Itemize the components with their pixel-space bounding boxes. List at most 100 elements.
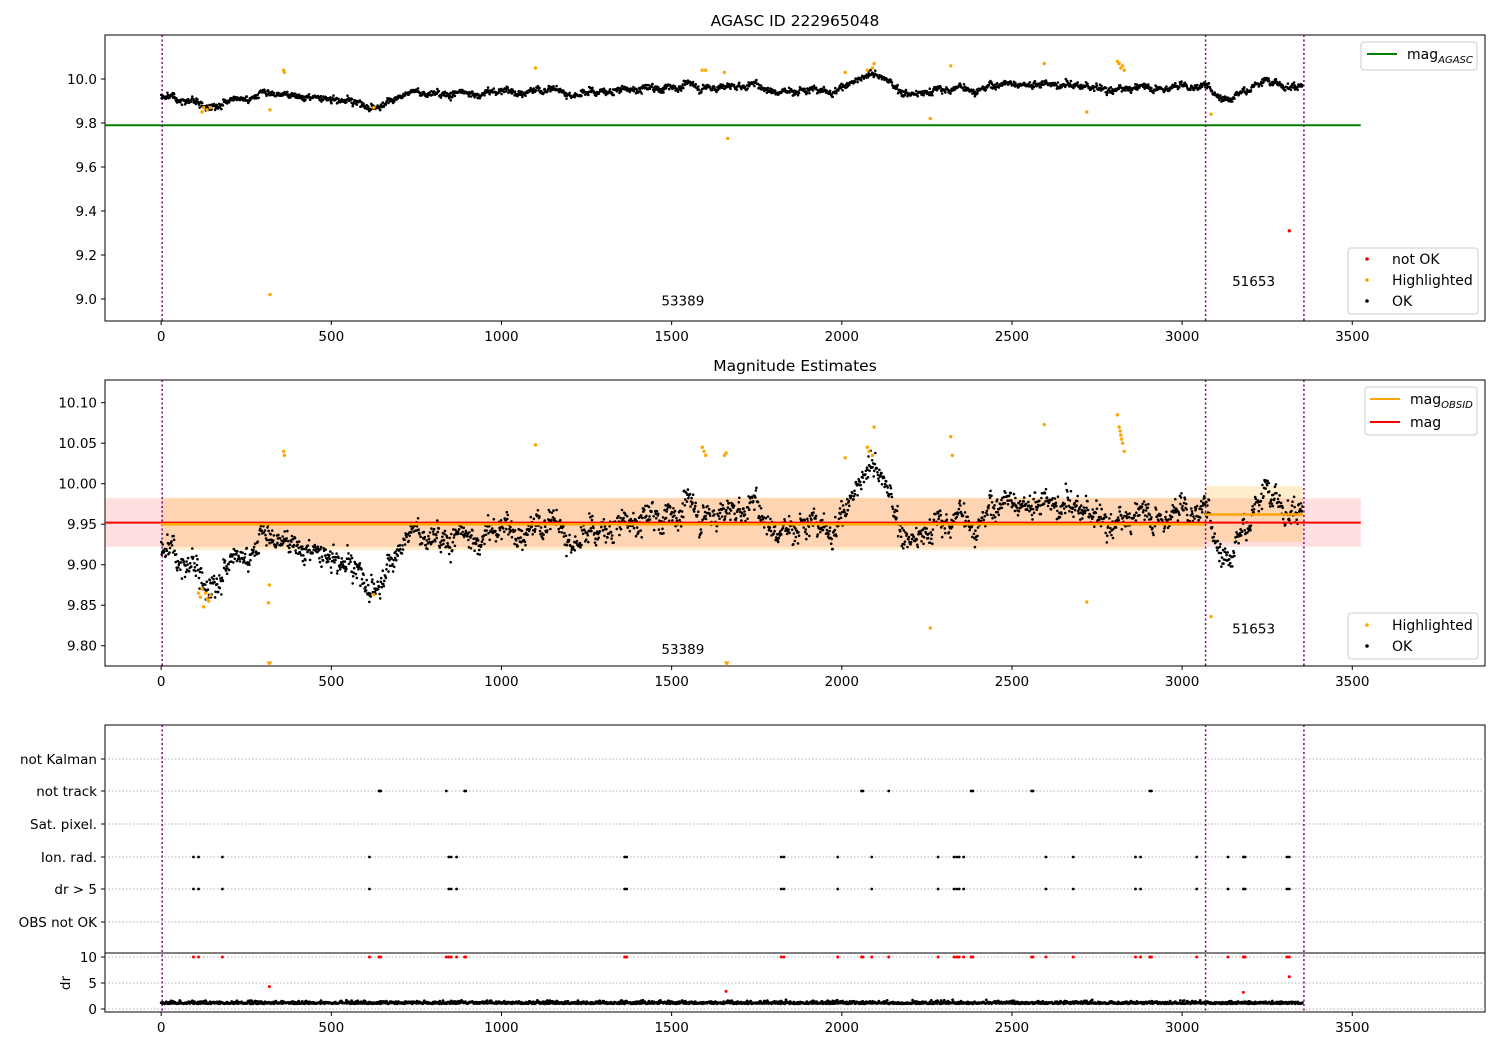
- p2-ok-point: [166, 533, 169, 536]
- p2-ok-point: [792, 543, 795, 546]
- p1-ok-point: [521, 95, 524, 99]
- p2-ok-point: [1240, 530, 1244, 533]
- p2-ok-point: [696, 514, 699, 517]
- flag-point: [1071, 855, 1075, 859]
- p2-ok-point: [605, 528, 608, 531]
- p2-ok-point: [733, 512, 736, 515]
- p1-ok-point: [1086, 82, 1089, 86]
- p1-ok-point: [302, 95, 306, 98]
- flag-point: [192, 887, 195, 891]
- p1-ok-point: [759, 84, 763, 87]
- p2-ok-point: [1233, 554, 1236, 558]
- p2-ok-point: [179, 561, 183, 564]
- p1-ok-point: [1180, 80, 1183, 83]
- obsid-label: 53389: [661, 642, 704, 658]
- p2-ok-point: [439, 550, 443, 554]
- p2-ok-point: [781, 526, 785, 530]
- p2-ok-point: [349, 554, 353, 557]
- p2-ok-point: [427, 537, 431, 541]
- p2-ok-point: [442, 542, 445, 546]
- p1-ok-point: [1267, 79, 1271, 83]
- p2-ok-point: [462, 535, 466, 539]
- p1-ok-point: [834, 86, 837, 90]
- p2-ok-point: [838, 507, 842, 510]
- p2-highlighted-point: [1120, 441, 1125, 445]
- p2-highlighted-point: [1119, 433, 1123, 437]
- p1-ok-point: [227, 101, 231, 104]
- p2-ok-point: [835, 534, 838, 538]
- p2-ok-point: [903, 543, 906, 546]
- p2-ok-point: [1042, 502, 1046, 506]
- p1-ok-point: [765, 91, 769, 94]
- p1-ok-point: [931, 94, 934, 97]
- p2-ok-point: [227, 568, 231, 572]
- p2-ok-point: [573, 549, 577, 552]
- p2-ok-point: [243, 556, 246, 559]
- p2-ok-point: [524, 543, 527, 547]
- p2-ok-point: [1000, 506, 1004, 510]
- p2-ok-point: [1064, 482, 1068, 486]
- p1-ok-point: [1267, 77, 1270, 81]
- p2-ok-point: [1146, 506, 1150, 510]
- p2-ok-point: [643, 508, 646, 512]
- p2-highlighted-point: [207, 599, 211, 603]
- p2-ok-point: [949, 536, 952, 539]
- p2-ok-point: [1135, 502, 1139, 506]
- p2-ok-point: [1006, 503, 1010, 506]
- p3-xtick-label: 2500: [995, 1020, 1029, 1036]
- p2-ok-point: [447, 552, 451, 556]
- p2-ok-point: [1276, 497, 1280, 501]
- p1-ok-point: [896, 83, 899, 87]
- p2-ok-point: [519, 536, 523, 539]
- p2-ok-point: [877, 477, 880, 480]
- p2-ok-point: [867, 455, 870, 458]
- p2-ok-point: [319, 545, 323, 549]
- p2-ok-point: [507, 533, 510, 536]
- dr-axis-label: dr: [58, 975, 74, 990]
- p2-ok-point: [243, 552, 247, 556]
- p2-ok-point: [257, 533, 261, 536]
- p2-ok-point: [301, 545, 304, 548]
- p2-ok-point: [684, 498, 687, 501]
- p2-ok-point: [805, 532, 809, 536]
- p1-ok-point: [451, 95, 454, 99]
- flag-point: [449, 887, 453, 891]
- p2-ok-point: [1216, 549, 1219, 552]
- p2-ok-point: [773, 529, 776, 533]
- p1-ok-point: [321, 98, 325, 102]
- p2-ok-point: [909, 540, 913, 544]
- p2-ok-point: [372, 582, 376, 585]
- p2-ok-point: [352, 566, 356, 570]
- p2-ok-point: [485, 529, 488, 532]
- p2-ok-point: [1085, 506, 1088, 510]
- p2-ok-point: [698, 536, 701, 539]
- p1-ok-point: [848, 83, 851, 87]
- p2-ok-point: [195, 563, 199, 567]
- p2-ok-point: [1246, 531, 1249, 534]
- p2-ok-point: [491, 527, 494, 530]
- p2-ok-point: [980, 516, 984, 519]
- p1-ok-point: [1174, 81, 1177, 85]
- p1-ok-point: [1095, 84, 1099, 88]
- p2-ok-point: [798, 512, 802, 516]
- p2-ok-point: [1106, 534, 1109, 537]
- p2-ok-point: [579, 546, 582, 549]
- p2-ok-point: [1190, 507, 1193, 510]
- p2-ok-point: [661, 527, 664, 531]
- p2-ok-point: [498, 528, 502, 532]
- p2-ok-point: [306, 544, 310, 547]
- p2-ok-point: [529, 515, 532, 519]
- p2-highlighted-point: [843, 456, 847, 460]
- p1-ok-point: [506, 86, 510, 89]
- p2-ok-point: [780, 533, 783, 536]
- p2-ok-point: [434, 533, 438, 537]
- p2-ok-point: [308, 558, 312, 562]
- p1-ok-point: [1165, 85, 1168, 88]
- p2-ok-point: [680, 510, 684, 513]
- p2-ok-point: [1120, 528, 1124, 531]
- p2-ok-point: [1260, 492, 1263, 496]
- p2-ok-point: [497, 533, 500, 537]
- p2-ok-point: [579, 526, 583, 529]
- p2-ok-point: [740, 519, 743, 522]
